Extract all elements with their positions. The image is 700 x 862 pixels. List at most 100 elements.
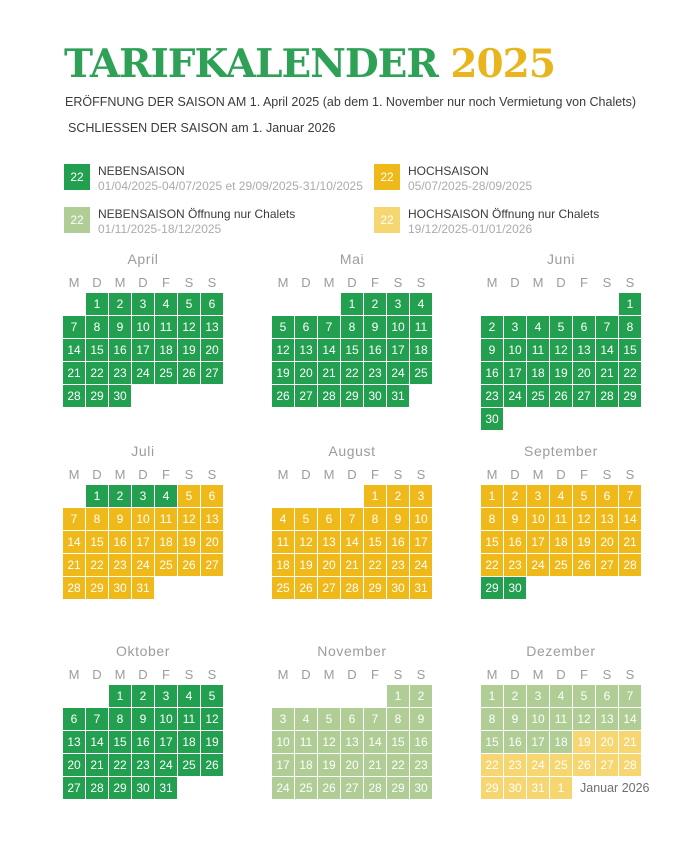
empty-day-cell [596,408,618,430]
legend-dates: 19/12/2025-01/01/2026 [408,222,533,236]
weekday-header: F [580,667,588,682]
day-cell: 26 [573,754,595,776]
month-day-grid: M D M D F S S 1 2 3 4 5 6 7 8 9 10 11 12 13 14 15 16 17 18 19 20 21… [272,667,432,799]
weekday-header: D [92,467,102,482]
empty-day-cell [295,485,317,507]
empty-day-cell [619,408,641,430]
day-cell: 29 [619,385,641,407]
weekday-header: S [393,667,403,682]
day-cell: 22 [387,754,409,776]
day-cell: 4 [178,685,200,707]
day-cell: 19 [318,754,340,776]
empty-day-cell [341,485,363,507]
month-day-grid: M D M D F S S 1 2 3 4 5 6 7 8 9 10 11 12 13 14 15 16 17 18 19 20 21… [481,667,650,799]
day-cell: 7 [619,685,641,707]
day-cell: 11 [550,708,572,730]
legend-item-nebensaison: 22 NEBENSAISON 01/04/2025-04/07/2025 et … [64,164,374,194]
day-cell: 17 [155,731,177,753]
day-cell: 29 [86,577,108,599]
weekday-header: D [556,667,566,682]
day-cell: 30 [387,577,409,599]
day-cell: 8 [86,508,108,530]
month-title: Oktober [116,643,170,659]
title-space [438,41,451,87]
day-cell: 2 [410,685,432,707]
legend-label: HOCHSAISON [408,164,489,178]
weekday-header: S [207,467,217,482]
day-cell: 21 [318,362,340,384]
page-title-year: 2025 [450,41,556,87]
day-cell: 29 [109,777,131,799]
month-day-grid: M D M D F S S 1 2 3 4 5 6 7 8 9 10 11 12 13 14 15 16 17 18 19 20 21… [481,467,641,599]
day-cell: 3 [504,316,526,338]
day-cell: 23 [504,554,526,576]
day-cell: 25 [178,754,200,776]
weekday-header: D [92,667,102,682]
day-cell: 14 [63,339,85,361]
day-cell: 1 [550,777,572,799]
day-cell: 10 [527,708,549,730]
day-cell: 26 [201,754,223,776]
weekday-header: S [207,275,217,290]
weekday-header: F [371,467,379,482]
day-cell: 23 [364,362,386,384]
day-cell: 10 [155,708,177,730]
day-cell: 2 [364,293,386,315]
weekday-header: S [602,275,612,290]
day-cell: 19 [573,531,595,553]
day-cell: 23 [109,362,131,384]
day-cell: 24 [132,362,154,384]
day-cell: 7 [364,708,386,730]
day-cell: 27 [596,754,618,776]
day-cell: 11 [410,316,432,338]
day-cell: 12 [318,731,340,753]
day-cell: 29 [481,577,503,599]
weekday-header: S [416,275,426,290]
day-cell: 13 [201,508,223,530]
empty-day-cell [596,293,618,315]
month-day-grid: M D M D F S S 1 2 3 4 5 6 7 8 9 10 11 12 13 14 15 16 17 18 19 20 21… [63,275,223,407]
day-cell: 5 [178,485,200,507]
day-cell: 17 [410,531,432,553]
weekday-header: D [347,275,357,290]
day-cell: 8 [341,316,363,338]
empty-day-cell [178,777,200,799]
day-cell: 24 [155,754,177,776]
day-cell: 24 [272,777,294,799]
day-cell: 11 [155,508,177,530]
day-cell: 26 [295,577,317,599]
day-cell: 31 [387,385,409,407]
day-cell: 14 [341,531,363,553]
empty-day-cell [596,577,618,599]
empty-day-cell [272,293,294,315]
day-cell: 2 [504,685,526,707]
day-cell: 16 [504,531,526,553]
day-cell: 11 [527,339,549,361]
day-cell: 25 [155,554,177,576]
day-cell: 12 [573,708,595,730]
weekday-header: M [323,275,335,290]
weekday-header: D [556,275,566,290]
day-cell: 6 [318,508,340,530]
empty-day-cell [410,385,432,407]
month-day-grid: M D M D F S S 1 2 3 4 5 6 7 8 9 10 11 12 13 14 15 16 17 18 19 20 21… [63,667,223,799]
day-cell: 10 [272,731,294,753]
day-cell: 19 [201,731,223,753]
empty-day-cell [201,777,223,799]
day-cell: 21 [341,554,363,576]
day-cell: 18 [550,731,572,753]
weekday-header: M [486,667,498,682]
empty-day-cell [573,408,595,430]
day-cell: 24 [410,554,432,576]
day-cell: 15 [619,339,641,361]
day-cell: 18 [155,339,177,361]
empty-day-cell [573,577,595,599]
day-cell: 15 [86,531,108,553]
day-cell: 27 [201,362,223,384]
day-cell: 26 [318,777,340,799]
weekday-header: M [532,667,544,682]
day-cell: 31 [155,777,177,799]
weekday-header: F [580,275,588,290]
day-cell: 15 [109,731,131,753]
